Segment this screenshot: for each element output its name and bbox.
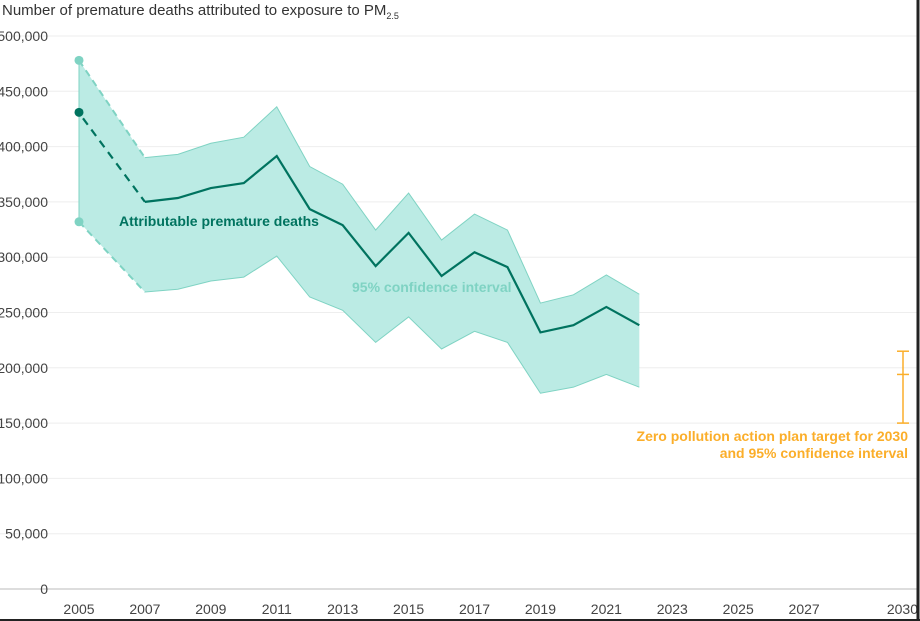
x-tick-label: 2023 [657,601,688,617]
series-dashed [82,117,146,203]
ci-label: 95% confidence interval [352,279,512,295]
x-tick-label: 2009 [195,601,226,617]
ci-upper-line [144,105,640,304]
x-tick-label: 2007 [129,601,160,617]
y-tick-label: 200,000 [0,360,48,376]
x-tick-label: 2019 [525,601,556,617]
chart-title-subscript: 2.5 [386,11,399,21]
y-tick-label: 350,000 [0,194,48,210]
x-tick-label: 2011 [262,601,292,617]
x-tick-label: 2013 [327,601,358,617]
ci-lower-line [144,255,640,394]
x-tick-label: 2027 [789,601,820,617]
y-tick-label: 400,000 [0,139,48,155]
x-tick-label: 2025 [723,601,754,617]
y-tick-label: 500,000 [0,28,48,44]
y-tick-label: 250,000 [0,305,48,321]
x-tick-label: 2017 [459,601,490,617]
y-tick-label: 0 [40,581,48,597]
y-tick-label: 50,000 [5,526,48,542]
series-point [74,107,84,117]
x-tick-label: 2015 [393,601,424,617]
target-label-line2: and 95% confidence interval [720,445,908,461]
y-tick-label: 300,000 [0,249,48,265]
x-tick-label: 2005 [63,601,94,617]
y-tick-label: 100,000 [0,470,48,486]
ci-upper-dashed [78,59,146,159]
x-tick-label: 2021 [591,601,622,617]
x-tick-label: 2030 [887,601,918,617]
ci-upper-point [74,55,84,65]
chart-title-text: Number of premature deaths attributed to… [2,2,387,19]
series-line [144,154,640,334]
ci-lower-dashed [78,221,146,293]
target-label-line1: Zero pollution action plan target for 20… [637,428,909,444]
y-tick-label: 450,000 [0,83,48,99]
y-tick-label: 150,000 [0,415,48,431]
series-label: Attributable premature deaths [119,213,319,229]
ci-lower-point [74,217,84,227]
confidence-band [79,60,640,394]
chart-title: Number of premature deaths attributed to… [2,2,399,21]
